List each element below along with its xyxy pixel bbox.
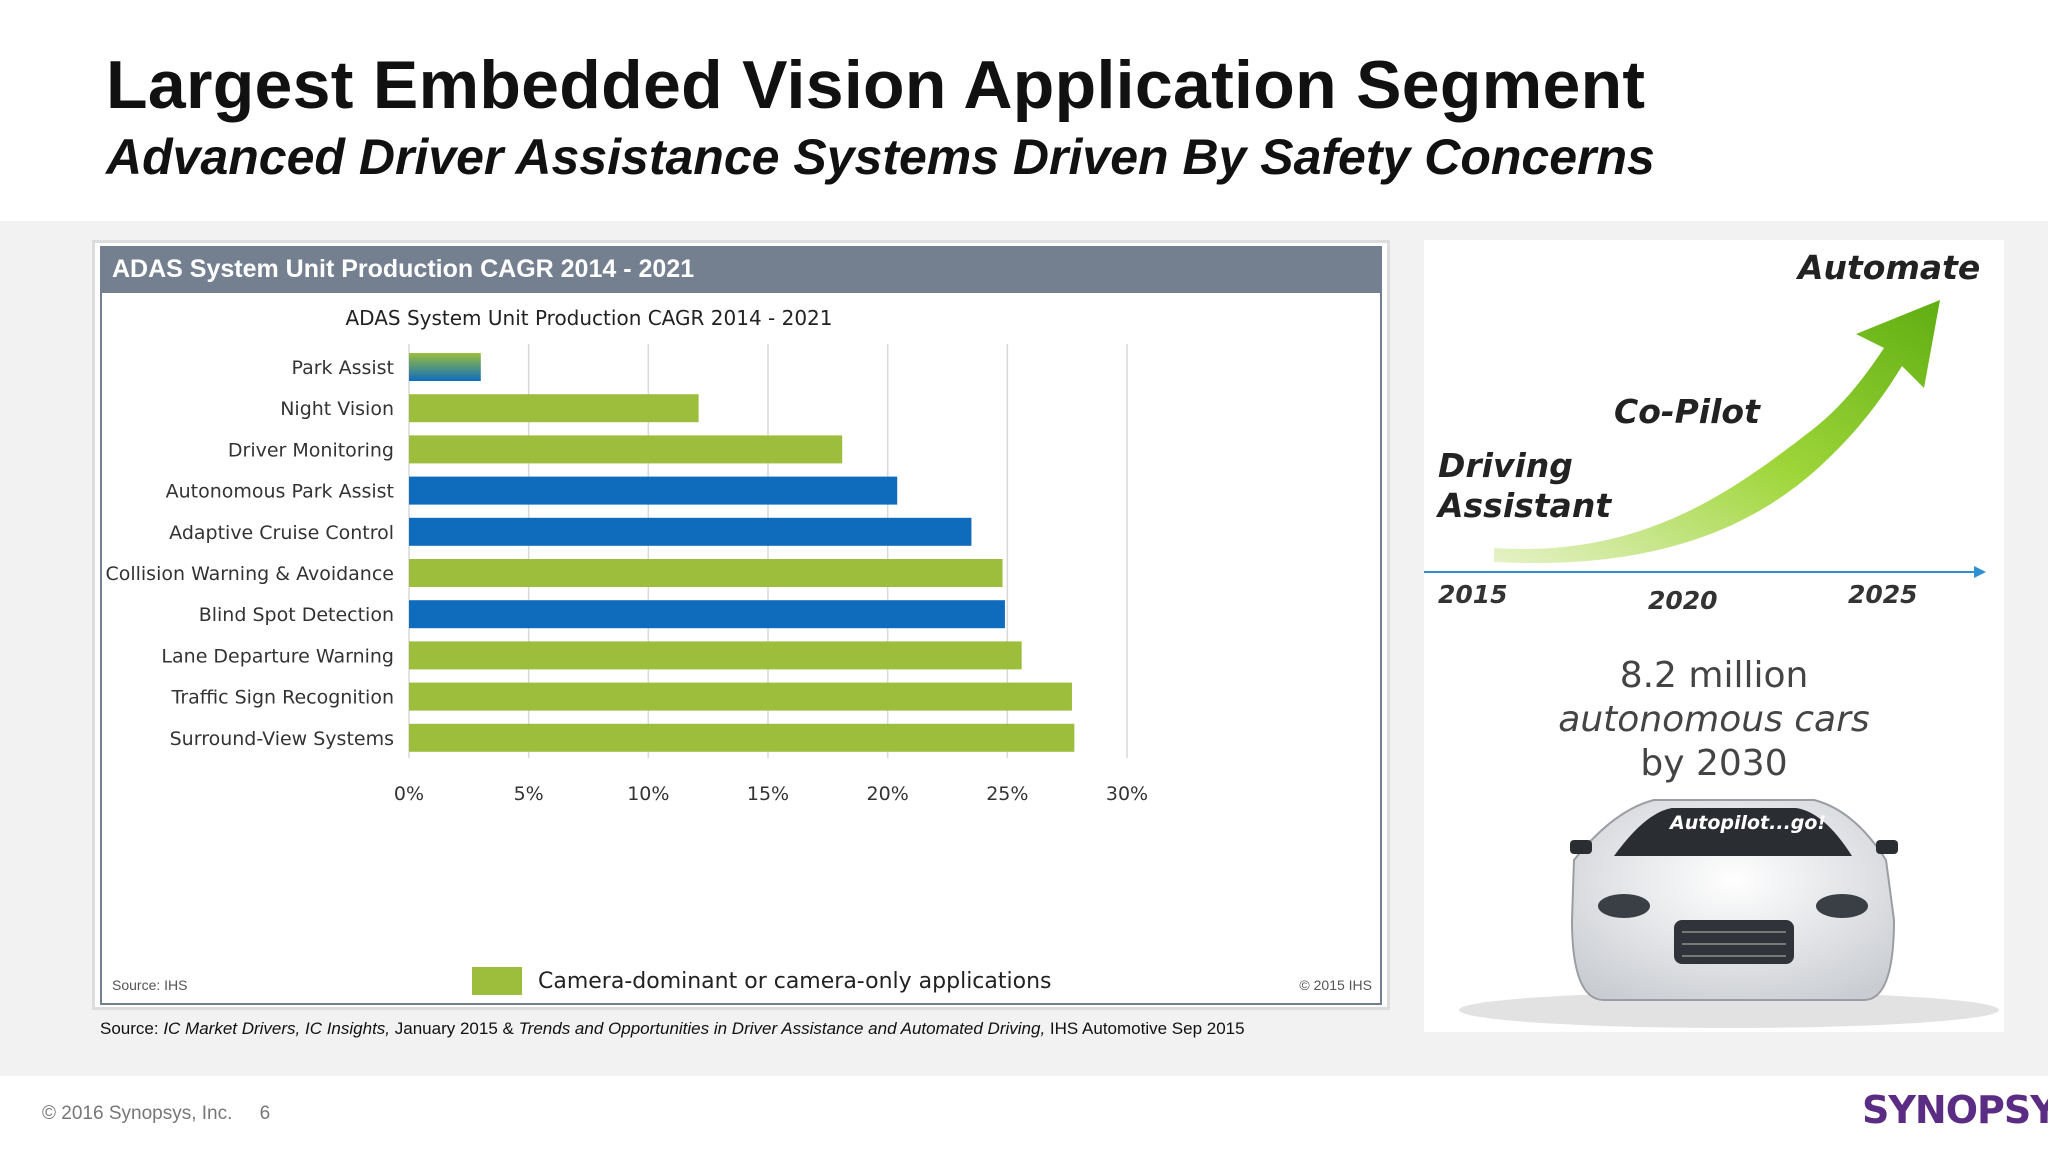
growth-arrow-icon bbox=[1494, 300, 1940, 564]
category-label: Driver Monitoring bbox=[228, 439, 394, 461]
chart-title: ADAS System Unit Production CAGR 2014 - … bbox=[345, 306, 832, 330]
bar bbox=[409, 600, 1005, 629]
bar-chart: ADAS System Unit Production CAGR 2014 - … bbox=[105, 306, 1148, 805]
category-label: Autonomous Park Assist bbox=[166, 481, 394, 503]
slide-title: Largest Embedded Vision Application Segm… bbox=[106, 47, 1646, 123]
x-tick-label: 15% bbox=[747, 783, 789, 805]
bar bbox=[409, 723, 1075, 752]
chart-panel-header: ADAS System Unit Production CAGR 2014 - … bbox=[100, 246, 1382, 293]
category-label: Lane Departure Warning bbox=[161, 645, 394, 667]
car-icon bbox=[1459, 799, 1999, 1028]
bar bbox=[409, 559, 1003, 587]
label-automate: Automate bbox=[1798, 248, 1981, 287]
category-label: Park Assist bbox=[291, 357, 394, 379]
label-assistant: Assistant bbox=[1438, 486, 1612, 525]
year-2025: 2025 bbox=[1848, 580, 1918, 609]
page-number: 6 bbox=[259, 1103, 271, 1124]
bar bbox=[409, 476, 898, 505]
copyright-text: © 2016 Synopsys, Inc. bbox=[42, 1103, 233, 1124]
category-label: Collision Warning & Avoidance bbox=[105, 563, 394, 585]
bar bbox=[409, 517, 972, 546]
source-italic-2: Trends and Opportunities in Driver Assis… bbox=[518, 1019, 1046, 1038]
chart-source-label: Source: IHS bbox=[112, 977, 188, 993]
bar bbox=[409, 682, 1072, 711]
x-tick-label: 25% bbox=[986, 783, 1028, 805]
x-tick-label: 20% bbox=[867, 783, 909, 805]
chart-legend: Camera-dominant or camera-only applicati… bbox=[472, 967, 1052, 995]
category-label: Night Vision bbox=[280, 398, 394, 420]
chart-panel: ADAS System Unit Production CAGR 2014 - … bbox=[92, 240, 1390, 1010]
slide-subtitle: Advanced Driver Assistance Systems Drive… bbox=[106, 129, 1655, 185]
logo-text: SYNOPSYS bbox=[1862, 1088, 2048, 1132]
roadmap-panel: Automate Co-Pilot Driving Assistant 2015… bbox=[1424, 240, 2004, 1032]
category-label: Blind Spot Detection bbox=[199, 604, 394, 626]
chart-copyright: © 2015 IHS bbox=[1299, 977, 1372, 993]
legend-label: Camera-dominant or camera-only applicati… bbox=[538, 968, 1052, 994]
source-mid-2: IHS Automotive Sep 2015 bbox=[1045, 1019, 1245, 1038]
stat-line-1: 8.2 million bbox=[1619, 655, 1809, 696]
x-tick-label: 0% bbox=[394, 783, 424, 805]
bar bbox=[409, 435, 843, 464]
bar bbox=[409, 641, 1022, 670]
source-note: Source: IC Market Drivers, IC Insights, … bbox=[100, 1019, 1245, 1039]
autonomous-cars-stat: 8.2 million autonomous cars by 2030 bbox=[1484, 654, 1944, 786]
timeline-arrowhead-icon bbox=[1974, 566, 1986, 578]
stat-line-2: autonomous cars bbox=[1558, 699, 1870, 740]
footer-copyright: © 2016 Synopsys, Inc. 6 bbox=[42, 1103, 270, 1125]
bar bbox=[409, 394, 699, 423]
x-tick-label: 30% bbox=[1106, 783, 1148, 805]
x-tick-label: 5% bbox=[514, 783, 544, 805]
chart-area: ADAS System Unit Production CAGR 2014 - … bbox=[100, 293, 1382, 1005]
category-label: Traffic Sign Recognition bbox=[171, 687, 395, 709]
category-label: Adaptive Cruise Control bbox=[169, 522, 394, 544]
year-2015: 2015 bbox=[1438, 580, 1508, 609]
legend-swatch bbox=[472, 967, 522, 995]
source-italic-1: IC Market Drivers, IC Insights, bbox=[163, 1019, 391, 1038]
source-prefix: Source: bbox=[100, 1019, 164, 1038]
source-mid-1: January 2015 & bbox=[390, 1019, 519, 1038]
x-tick-label: 10% bbox=[627, 783, 669, 805]
bar bbox=[409, 353, 481, 381]
roadmap-graphic bbox=[1424, 300, 1999, 1028]
synopsys-logo: SYNOPSYS® bbox=[1862, 1088, 2048, 1132]
windshield-text: Autopilot...go! bbox=[1670, 812, 1827, 834]
year-2020: 2020 bbox=[1648, 586, 1718, 615]
category-label: Surround-View Systems bbox=[170, 728, 394, 750]
stat-line-3: by 2030 bbox=[1640, 743, 1788, 784]
label-driving: Driving bbox=[1438, 446, 1573, 485]
label-copilot: Co-Pilot bbox=[1614, 392, 1760, 431]
